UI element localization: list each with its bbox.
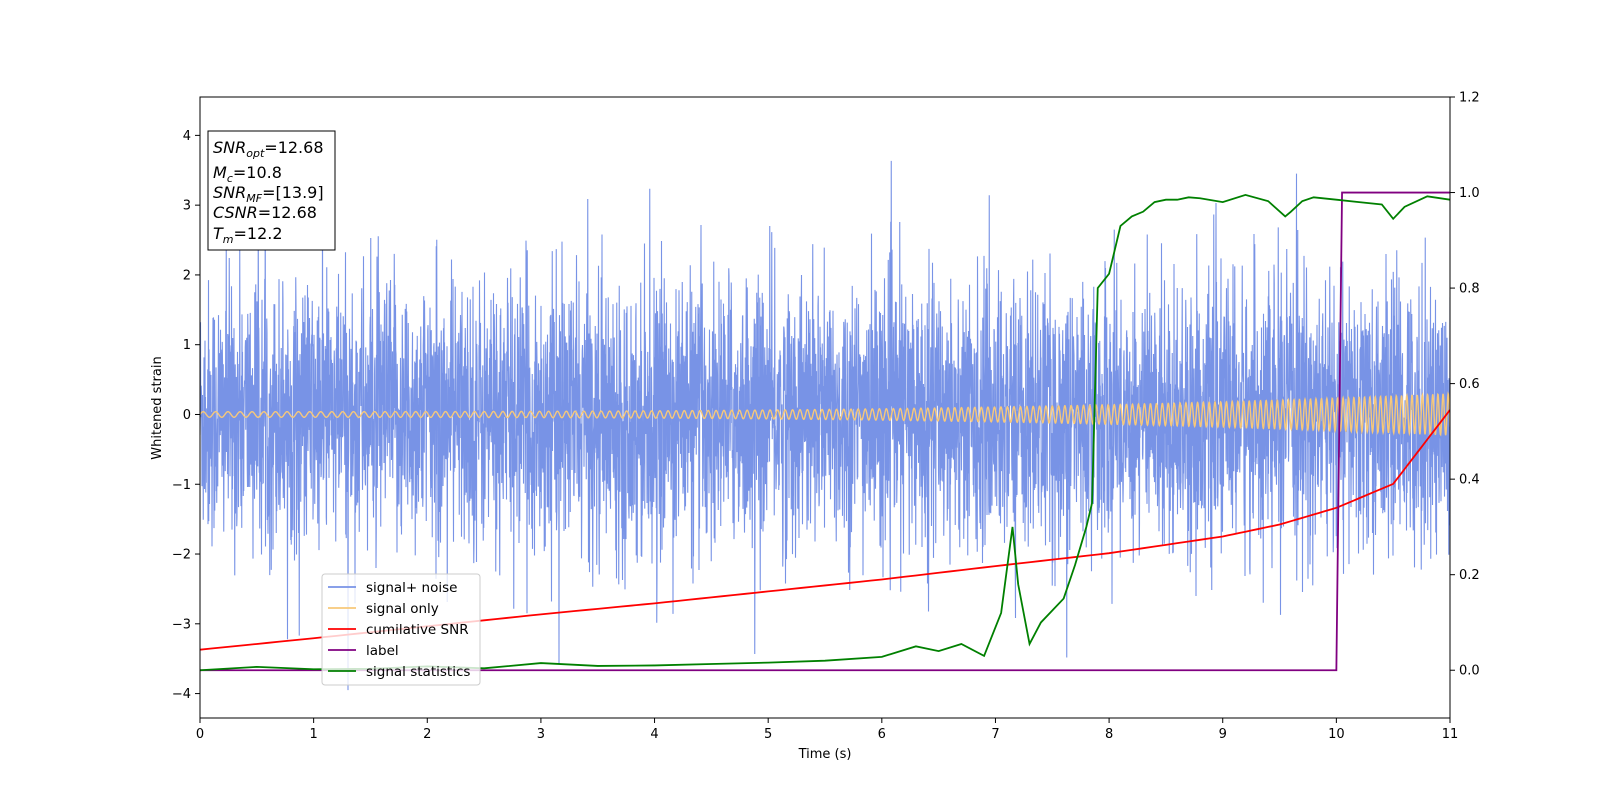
y-tick-label: −3 bbox=[172, 617, 191, 632]
y-axis-label: Whitened strain bbox=[150, 356, 165, 459]
annotation-box-frame bbox=[207, 130, 336, 251]
y2-tick-label: 0.8 bbox=[1459, 282, 1480, 297]
y-tick-label: −1 bbox=[172, 478, 191, 493]
legend-label: signal+ noise bbox=[366, 580, 457, 596]
annotation-line: Tm=12.2 bbox=[213, 224, 283, 246]
y2-tick-label: 0.6 bbox=[1459, 377, 1480, 392]
y2-tick-label: 1.0 bbox=[1459, 186, 1480, 201]
y2-tick-label: 0.4 bbox=[1459, 473, 1480, 488]
y-axis-right: 0.0 0.2 0.4 0.6 0.8 1.0 1.2 bbox=[1450, 91, 1480, 679]
series-signal-statistics-line bbox=[200, 193, 1450, 672]
plot-frame bbox=[199, 96, 1451, 719]
y-tick-label: 2 bbox=[183, 268, 191, 283]
annotation-line: SNRopt=12.68 bbox=[213, 138, 324, 160]
series-signal-only-line bbox=[200, 391, 1450, 437]
legend: signal+ noise signal only cumilative SNR la… bbox=[321, 573, 481, 686]
legend-label: signal statistics bbox=[366, 664, 470, 680]
x-tick-label: 8 bbox=[1105, 727, 1113, 742]
annotation-line: CSNR=12.68 bbox=[213, 203, 317, 222]
x-tick-label: 10 bbox=[1328, 727, 1345, 742]
y-tick-label: 0 bbox=[183, 408, 191, 423]
x-tick-label: 4 bbox=[650, 727, 658, 742]
y-axis-left: −4 −3 −2 −1 0 1 2 3 4 bbox=[172, 129, 200, 702]
x-tick-label: 9 bbox=[1219, 727, 1227, 742]
legend-frame bbox=[321, 573, 481, 686]
x-tick-label: 0 bbox=[196, 727, 204, 742]
y-tick-label: 1 bbox=[183, 338, 191, 353]
legend-label: signal only bbox=[366, 601, 439, 617]
x-tick-label: 1 bbox=[309, 727, 317, 742]
legend-label: cumilative SNR bbox=[366, 622, 469, 638]
y-tick-label: 3 bbox=[183, 199, 191, 214]
y2-tick-label: 0.2 bbox=[1459, 568, 1480, 583]
y2-tick-label: 1.2 bbox=[1459, 91, 1480, 106]
y-tick-label: −2 bbox=[172, 548, 191, 563]
annotation-line: Mc=10.8 bbox=[213, 163, 282, 185]
y2-tick-label: 0.0 bbox=[1459, 664, 1480, 679]
x-tick-label: 2 bbox=[423, 727, 431, 742]
x-tick-label: 7 bbox=[991, 727, 999, 742]
y-tick-label: 4 bbox=[183, 129, 191, 144]
series-label-line bbox=[200, 191, 1450, 672]
x-axis: 0 1 2 3 4 5 6 7 8 9 10 11 bbox=[196, 718, 1458, 742]
x-tick-label: 11 bbox=[1442, 727, 1459, 742]
x-tick-label: 6 bbox=[878, 727, 886, 742]
legend-label: label bbox=[366, 643, 399, 659]
x-axis-label: Time (s) bbox=[798, 747, 852, 762]
x-tick-label: 3 bbox=[537, 727, 545, 742]
x-tick-label: 5 bbox=[764, 727, 772, 742]
annotation-box: SNRopt=12.68 Mc=10.8SNRMF=[13.9]CSNR=12.6… bbox=[207, 130, 336, 251]
annotation-line: SNRMF=[13.9] bbox=[213, 183, 324, 205]
y-tick-label: −4 bbox=[172, 687, 191, 702]
